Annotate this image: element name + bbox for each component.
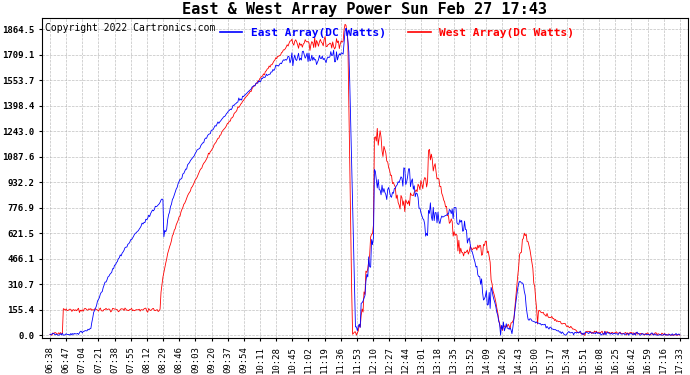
Legend: East Array(DC Watts), West Array(DC Watts): East Array(DC Watts), West Array(DC Watt…	[215, 24, 579, 43]
Text: Copyright 2022 Cartronics.com: Copyright 2022 Cartronics.com	[46, 23, 215, 33]
Title: East & West Array Power Sun Feb 27 17:43: East & West Array Power Sun Feb 27 17:43	[182, 2, 547, 17]
